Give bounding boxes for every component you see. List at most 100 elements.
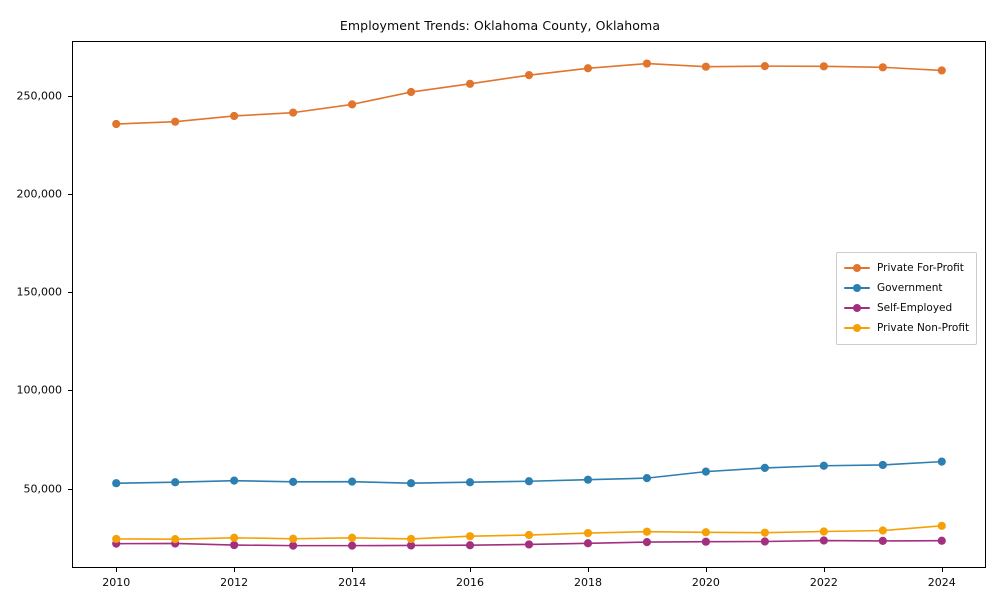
legend-label: Government <box>877 282 943 294</box>
data-point <box>701 62 711 71</box>
data-point <box>112 479 121 488</box>
legend-marker-icon <box>844 282 870 294</box>
data-point <box>289 108 298 117</box>
x-tick-mark <box>823 568 825 572</box>
data-point <box>112 534 121 544</box>
x-tick-mark <box>352 568 354 572</box>
data-point <box>878 460 887 470</box>
chart-legend: Private For-Profit Government Self-Employe… <box>836 252 977 345</box>
data-point <box>937 457 946 466</box>
data-point <box>937 521 946 530</box>
data-point <box>583 528 593 538</box>
data-point <box>937 536 946 545</box>
data-point <box>406 541 416 550</box>
x-tick-mark <box>941 568 943 572</box>
x-tick-label: 2018 <box>573 576 602 589</box>
legend-marker-icon <box>844 322 870 334</box>
data-point <box>230 111 239 121</box>
data-point <box>583 475 593 484</box>
plot-svg <box>112 59 946 550</box>
data-point <box>465 532 475 541</box>
data-point <box>230 476 239 485</box>
data-point <box>878 63 887 72</box>
y-tick-label: 150,000 <box>16 285 63 299</box>
series-government <box>112 457 946 488</box>
x-tick-mark <box>470 568 472 572</box>
data-point <box>701 537 711 546</box>
x-tick-label: 2020 <box>691 576 720 589</box>
x-tick-mark <box>116 568 118 572</box>
data-point <box>760 463 769 472</box>
data-point <box>642 527 652 536</box>
data-point <box>642 474 652 483</box>
data-point <box>348 533 357 542</box>
legend-item[interactable]: Private For-Profit <box>844 258 969 278</box>
data-point <box>171 535 180 544</box>
y-tick-mark <box>68 292 72 294</box>
data-point <box>819 527 828 536</box>
legend-item[interactable]: Government <box>844 278 969 298</box>
data-point <box>465 79 475 88</box>
data-point <box>289 541 298 550</box>
data-point <box>406 479 416 488</box>
x-tick-mark <box>587 568 590 572</box>
data-point <box>348 477 357 486</box>
x-tick-label: 2016 <box>456 576 485 589</box>
data-point <box>524 530 534 540</box>
y-tick-label: 50,000 <box>23 482 63 495</box>
y-tick-label: 250,000 <box>16 89 63 103</box>
data-point <box>230 533 239 542</box>
data-point <box>465 541 475 550</box>
x-tick-label: 2014 <box>338 576 367 589</box>
legend-label: Self-Employed <box>877 302 953 314</box>
y-tick-mark <box>68 390 72 392</box>
data-point <box>819 461 828 470</box>
x-tick-mark <box>234 568 236 572</box>
data-point <box>112 119 121 129</box>
x-tick-label: 2024 <box>927 576 956 589</box>
legend-marker-icon <box>844 262 870 274</box>
x-tick-mark <box>705 568 707 572</box>
data-point <box>819 62 828 71</box>
legend-label: Private Non-Profit <box>877 322 970 334</box>
y-tick-mark <box>68 488 72 490</box>
data-point <box>583 539 593 548</box>
data-point <box>171 478 180 487</box>
data-point <box>878 536 887 546</box>
y-tick-label: 200,000 <box>16 187 63 201</box>
data-point <box>819 536 828 545</box>
data-point <box>348 100 357 109</box>
data-point <box>701 528 711 537</box>
plot-area <box>72 41 986 568</box>
data-point <box>937 66 946 75</box>
data-point <box>524 477 534 486</box>
y-tick-label: 100,000 <box>16 383 63 397</box>
y-tick-mark <box>68 95 72 98</box>
legend-label: Private For-Profit <box>877 262 964 274</box>
series-self-employed <box>112 536 946 550</box>
x-tick-label: 2022 <box>809 576 838 589</box>
data-point <box>760 528 769 537</box>
data-point <box>524 71 534 80</box>
data-point <box>230 540 239 550</box>
data-point <box>760 537 769 546</box>
data-point <box>465 478 475 487</box>
legend-item[interactable]: Private Non-Profit <box>844 318 969 338</box>
legend-marker-icon <box>844 302 870 314</box>
data-point <box>406 87 416 97</box>
x-tick-label: 2012 <box>220 576 249 589</box>
data-point <box>289 477 298 486</box>
series-private-non-profit <box>112 521 946 544</box>
data-point <box>406 534 416 544</box>
data-point <box>171 117 180 126</box>
chart-title: Employment Trends: Oklahoma County, Okla… <box>339 18 661 33</box>
legend-item[interactable]: Self-Employed <box>844 298 969 318</box>
data-point <box>583 64 593 73</box>
data-point <box>348 541 357 550</box>
data-point <box>878 526 887 535</box>
series-group <box>112 59 946 550</box>
series-private-for-profit <box>112 59 946 129</box>
data-point <box>642 537 652 547</box>
data-point <box>701 467 711 476</box>
